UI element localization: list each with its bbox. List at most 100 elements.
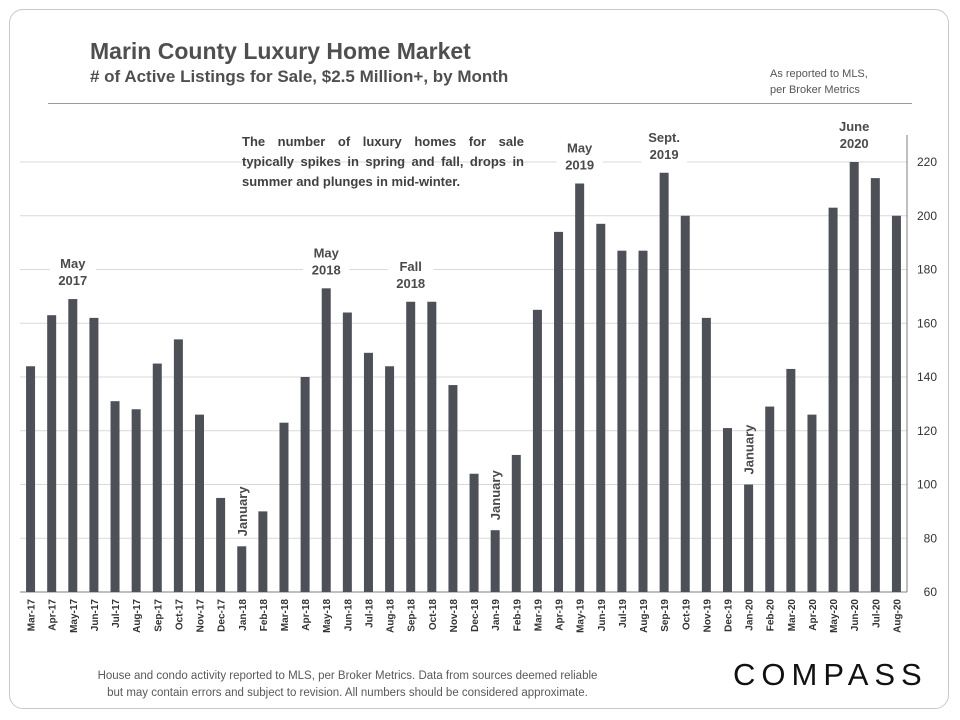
bar [849,162,859,592]
annotation-background [387,257,434,296]
y-tick-label: 140 [917,370,937,384]
bar [532,309,542,592]
x-tick-label: Apr-17 [48,599,59,631]
x-tick-label: Dec-19 [723,599,734,632]
bar [469,473,479,592]
bar [807,414,817,592]
bar [680,215,690,592]
x-tick-label: Jul-19 [618,599,629,628]
footer-line-2: but may contain errors and subject to re… [107,687,588,699]
bar [870,178,880,592]
annotation-label: May [314,245,340,260]
x-tick-label: Feb-20 [766,599,777,632]
bar [406,301,416,592]
chart-subtitle: # of Active Listings for Sale, $2.5 Mill… [90,67,509,86]
bar [363,352,373,592]
x-tick-label: Oct-19 [681,599,692,631]
annotation-label: Sept. [648,130,680,145]
compass-logo: COMPASS [733,657,928,692]
x-tick-label: Aug-20 [892,599,903,633]
bar [490,530,500,592]
x-tick-label: Apr-20 [808,599,819,631]
annotation-background [556,139,603,178]
bar [258,511,268,592]
bar [216,497,226,592]
footer-line-1: House and condo activity reported to MLS… [97,670,598,682]
annotation-label: May [60,256,86,271]
bar [89,317,99,592]
footer-disclaimer: House and condo activity reported to MLS… [60,668,635,702]
x-tick-label: Mar-18 [280,599,291,632]
annotation-background [49,255,96,294]
annotation-label: 2018 [312,262,341,277]
x-tick-label: Jun-18 [343,599,354,632]
x-tick-label: Aug-17 [132,599,143,633]
bar [321,288,331,592]
annotation-label: January [488,470,503,521]
x-tick-label: Jan-19 [491,599,502,631]
annotation-label: January [742,424,757,475]
title-divider [48,103,912,104]
bar [237,546,247,592]
x-tick-label: May-18 [322,599,333,633]
bar [575,183,585,592]
bar [891,215,901,592]
x-tick-label: Aug-19 [639,599,650,633]
bar [701,317,711,592]
y-tick-label: 60 [924,585,938,599]
bar [744,484,754,592]
x-tick-label: Sep-18 [407,599,418,632]
bar [765,406,775,592]
x-tick-label: May-20 [829,599,840,633]
y-tick-label: 100 [917,478,937,492]
x-tick-label: Jun-17 [90,599,101,632]
annotation-label: 2017 [58,273,87,288]
bar [300,377,310,592]
bar [110,401,120,592]
chart-note: The number of luxury homes for sale typi… [242,134,524,189]
x-tick-label: Jan-18 [238,599,249,631]
bar [173,339,183,592]
x-tick-label: Jul-17 [111,599,122,628]
bar [511,454,521,592]
source-line-1: As reported to MLS, [770,68,868,80]
slide-frame [9,9,949,709]
x-tick-label: Nov-17 [196,599,207,633]
x-tick-label: Jul-20 [871,599,882,628]
x-tick-label: Feb-19 [512,599,523,632]
x-tick-label: May-19 [576,599,587,633]
x-tick-label: Oct-17 [174,599,185,631]
bar [279,422,289,592]
y-tick-label: 80 [924,531,938,545]
bar [554,231,564,592]
annotation-label: 2019 [565,158,594,173]
x-tick-label: Dec-17 [217,599,228,632]
annotation-label: June [839,119,869,134]
x-tick-label: Jul-18 [364,599,375,628]
y-tick-label: 120 [917,424,937,438]
annotation-label: Fall [399,259,421,274]
annotation-background [831,118,878,156]
annotation-label: 2020 [840,136,869,151]
bar [596,223,606,592]
annotation-label: 2018 [396,276,425,291]
x-tick-label: Jan-20 [745,599,756,631]
x-tick-label: Jun-19 [597,599,608,632]
bar [195,414,205,592]
x-tick-label: Sep-17 [153,599,164,632]
chart-title: Marin County Luxury Home Market [90,38,471,64]
bar [152,363,162,592]
annotation-background [641,128,688,167]
x-tick-label: Jun-20 [850,599,861,632]
bar [638,250,648,592]
bar [385,366,395,592]
bar [786,368,796,592]
bar [47,315,57,592]
x-tick-label: Dec-18 [470,599,481,632]
annotation-label: May [567,141,593,156]
x-tick-label: Apr-19 [555,599,566,631]
source-line-2: per Broker Metrics [770,84,860,96]
x-tick-label: Nov-18 [449,599,460,633]
bar [617,250,627,592]
